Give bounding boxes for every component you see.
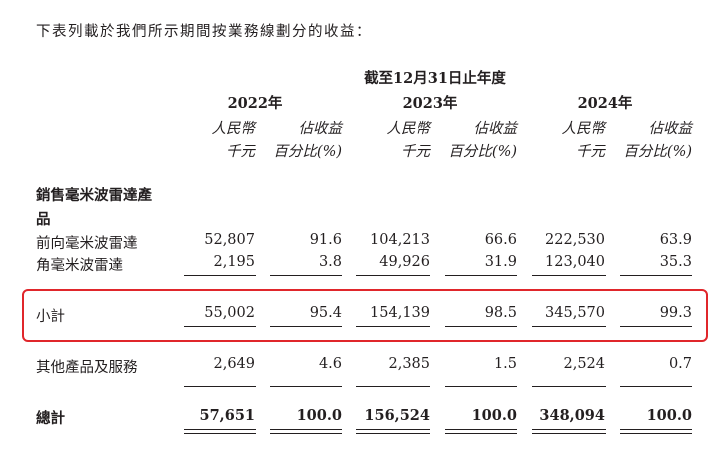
underline	[356, 275, 430, 276]
row-label: 角毫米波雷達	[36, 258, 123, 274]
underline	[356, 326, 430, 327]
cell-percent: 63.9	[659, 232, 692, 248]
col-header-unit: 千元	[226, 144, 255, 160]
period-header: 截至12月31日止年度	[364, 70, 506, 87]
cell-percent: 35.3	[659, 254, 692, 270]
col-header-pct: 佔收益	[473, 121, 518, 137]
underline	[184, 275, 256, 276]
double-underline	[532, 429, 606, 434]
cell-percent: 100.0	[296, 407, 342, 424]
cell-percent: 91.6	[309, 232, 342, 248]
col-header-rmb: 人民幣	[561, 121, 606, 137]
underline	[532, 275, 606, 276]
category-label: 銷售毫米波雷達產品	[36, 187, 152, 228]
year-header-2023: 2023年	[402, 95, 458, 112]
subtotal-highlight-box	[22, 289, 708, 342]
double-underline	[620, 429, 692, 434]
underline	[445, 386, 517, 387]
double-underline	[445, 429, 517, 434]
cell-value: 123,040	[545, 254, 605, 270]
underline	[184, 386, 256, 387]
cell-value: 57,651	[199, 407, 256, 424]
year-header-2024: 2024年	[577, 95, 633, 112]
underline	[620, 326, 692, 327]
year-header-2022: 2022年	[227, 95, 283, 112]
row-label-total: 總計	[36, 410, 65, 427]
underline	[270, 386, 342, 387]
double-underline	[356, 429, 430, 434]
double-underline	[184, 429, 256, 434]
underline	[270, 275, 342, 276]
cell-percent: 4.6	[318, 356, 342, 372]
underline	[620, 386, 692, 387]
cell-value: 49,926	[379, 254, 430, 270]
cell-percent: 100.0	[471, 407, 517, 424]
row-label: 前向毫米波雷達	[36, 236, 138, 252]
col-header-pct-unit: 百分比(%)	[273, 144, 342, 160]
cell-percent: 1.5	[493, 356, 517, 372]
intro-text: 下表列載於我們所示期間按業務線劃分的收益：	[36, 24, 372, 40]
cell-value: 52,807	[204, 232, 255, 248]
cell-percent: 31.9	[484, 254, 517, 270]
underline	[532, 386, 606, 387]
underline	[445, 326, 517, 327]
cell-value: 2,524	[563, 356, 605, 372]
cell-value: 345,570	[545, 305, 605, 321]
col-header-rmb: 人民幣	[211, 121, 256, 137]
underline	[356, 386, 430, 387]
row-label: 其他產品及服務	[36, 360, 138, 376]
cell-value: 2,649	[213, 356, 255, 372]
double-underline	[270, 429, 342, 434]
col-header-unit: 千元	[401, 144, 430, 160]
cell-percent: 3.8	[318, 254, 342, 270]
cell-percent: 98.5	[484, 305, 517, 321]
underline	[532, 326, 606, 327]
cell-value: 154,139	[370, 305, 430, 321]
col-header-pct: 佔收益	[648, 121, 693, 137]
col-header-rmb: 人民幣	[386, 121, 431, 137]
cell-value: 348,094	[539, 407, 605, 424]
cell-percent: 0.7	[668, 356, 692, 372]
cell-value: 2,195	[213, 254, 255, 270]
cell-percent: 95.4	[309, 305, 342, 321]
col-header-unit: 千元	[576, 144, 605, 160]
cell-value: 222,530	[545, 232, 605, 248]
col-header-pct-unit: 百分比(%)	[448, 144, 517, 160]
cell-percent: 66.6	[484, 232, 517, 248]
cell-value: 156,524	[364, 407, 430, 424]
cell-percent: 100.0	[646, 407, 692, 424]
underline	[184, 326, 256, 327]
cell-value: 104,213	[370, 232, 430, 248]
underline	[620, 275, 692, 276]
cell-percent: 99.3	[659, 305, 692, 321]
col-header-pct: 佔收益	[298, 121, 343, 137]
cell-value: 2,385	[388, 356, 430, 372]
col-header-pct-unit: 百分比(%)	[623, 144, 692, 160]
underline	[445, 275, 517, 276]
cell-value: 55,002	[204, 305, 255, 321]
underline	[270, 326, 342, 327]
row-label-subtotal: 小計	[36, 309, 65, 325]
